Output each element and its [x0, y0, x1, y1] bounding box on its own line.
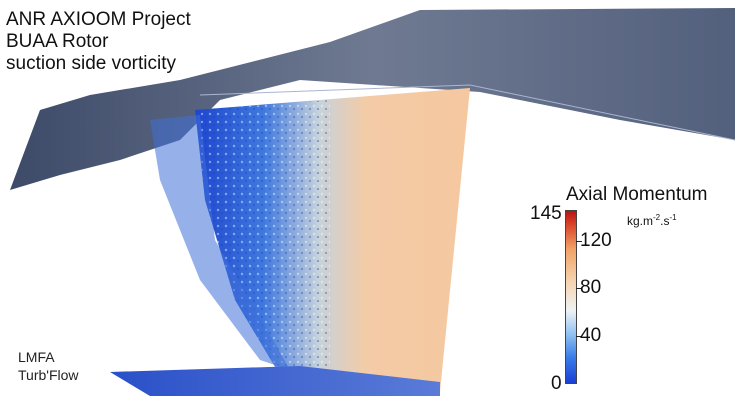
colorbar-max-label: 145	[530, 203, 562, 224]
title-line-3: suction side vorticity	[6, 53, 177, 74]
title-line-2: BUAA Rotor	[6, 31, 109, 52]
blade-vorticity-texture	[195, 100, 330, 392]
colorbar-tick-mark	[576, 240, 582, 242]
colorbar-min-label: 0	[551, 373, 562, 394]
credit-turbflow: Turb'Flow	[18, 367, 79, 383]
colorbar-tick-label: 40	[580, 324, 602, 346]
colorbar-title: Axial Momentum	[566, 184, 708, 205]
colorbar-unit: kg.m-2.s-1	[627, 213, 677, 228]
leading-edge-debris	[150, 115, 290, 370]
hub-surface	[110, 366, 440, 396]
title-line-1: ANR AXIOOM Project	[6, 9, 191, 30]
colorbar	[565, 210, 577, 384]
colorbar-tick-label: 80	[580, 277, 602, 299]
colorbar-tick-mark	[576, 335, 582, 337]
casing-surface	[10, 8, 735, 190]
colorbar-tick-label: 120	[580, 229, 612, 251]
colorbar-tick-mark	[576, 288, 582, 290]
credit-lmfa: LMFA	[18, 349, 55, 365]
casing-edge	[199, 84, 735, 141]
colorbar-gradient	[566, 211, 576, 383]
